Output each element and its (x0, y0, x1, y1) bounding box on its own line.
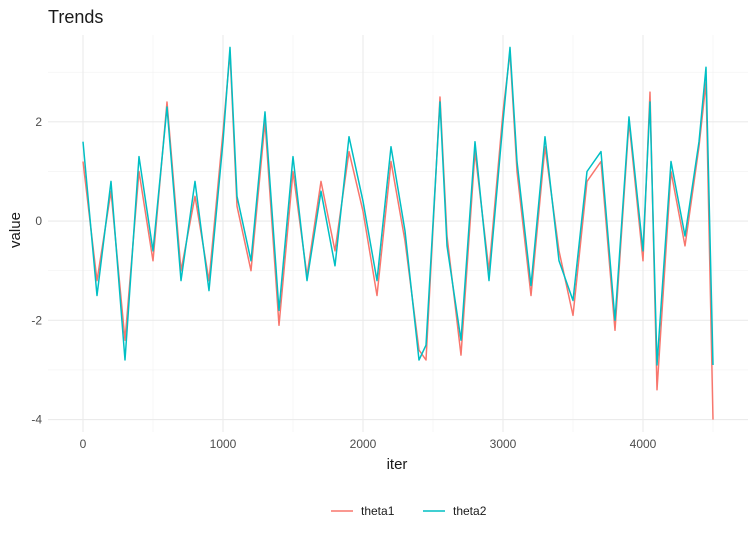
y-axis-ticks: -4 -2 0 2 (31, 115, 42, 427)
y-tick-label: 0 (35, 214, 42, 228)
x-tick-label: 4000 (630, 437, 657, 451)
legend: theta1 theta2 (331, 504, 487, 518)
grid (48, 35, 748, 432)
chart-title: Trends (48, 7, 103, 27)
legend-label-theta1: theta1 (361, 504, 395, 518)
series-lines (82, 46, 714, 420)
x-axis-title: iter (387, 456, 408, 473)
x-tick-label: 3000 (490, 437, 517, 451)
x-tick-label: 0 (80, 437, 87, 451)
y-tick-label: -2 (31, 313, 42, 327)
y-tick-label: -4 (31, 413, 42, 427)
y-axis-title: value (7, 212, 24, 248)
y-tick-label: 2 (35, 115, 42, 129)
x-axis-ticks: 0 1000 2000 3000 4000 (80, 437, 657, 451)
legend-label-theta2: theta2 (453, 504, 487, 518)
x-tick-label: 1000 (210, 437, 237, 451)
series-line-theta2 (82, 46, 714, 366)
x-tick-label: 2000 (350, 437, 377, 451)
